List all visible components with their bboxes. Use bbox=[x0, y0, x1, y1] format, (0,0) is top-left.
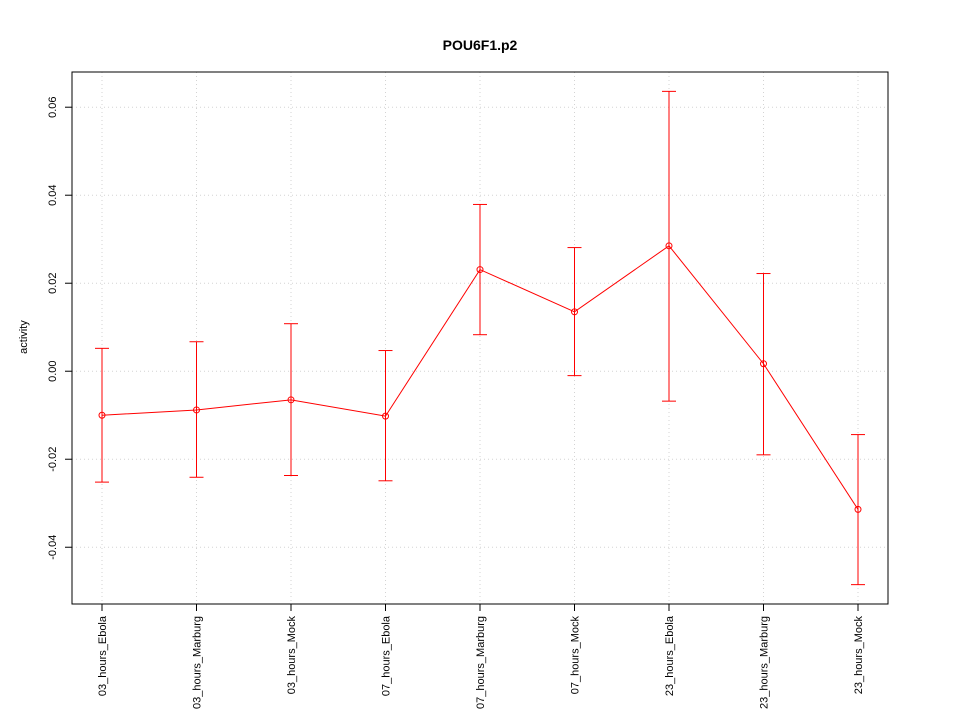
axis-ticks: 03_hours_Ebola 03_hours_Marburg 03_hours_M… bbox=[47, 96, 865, 708]
x-tick-label: 07_hours_Ebola bbox=[381, 615, 393, 696]
y-tick-label: 0.02 bbox=[47, 273, 59, 294]
plot-frame bbox=[71, 71, 889, 605]
data-point bbox=[476, 266, 484, 274]
x-tick-label: 03_hours_Ebola bbox=[97, 615, 109, 696]
x-tick-label: 23_hours_Mock bbox=[853, 616, 865, 695]
y-tick-label: 0.00 bbox=[47, 361, 59, 382]
data-point bbox=[760, 360, 767, 368]
data-point bbox=[665, 242, 673, 250]
x-tick-label: 23_hours_Ebola bbox=[664, 615, 676, 696]
x-tick-label: 03_hours_Marburg bbox=[192, 616, 204, 709]
y-tick-label: -0.04 bbox=[47, 535, 59, 560]
x-tick-label: 23_hours_Marburg bbox=[759, 616, 771, 709]
data-point bbox=[287, 396, 295, 404]
x-tick-label: 03_hours_Mock bbox=[286, 616, 298, 695]
data-point bbox=[98, 411, 106, 419]
chart-title: POU6F1.p2 bbox=[443, 37, 518, 53]
data-point bbox=[854, 505, 862, 513]
data-point bbox=[382, 412, 389, 420]
y-axis-label: activity bbox=[18, 320, 30, 354]
y-tick-label: 0.06 bbox=[47, 96, 59, 117]
data-point bbox=[571, 308, 578, 316]
x-tick-label: 07_hours_Marburg bbox=[475, 616, 487, 709]
x-tick-label: 07_hours_Mock bbox=[570, 616, 582, 695]
y-tick-label: -0.02 bbox=[47, 447, 59, 472]
series bbox=[95, 90, 865, 586]
data-point bbox=[193, 406, 200, 414]
y-tick-label: 0.04 bbox=[47, 184, 59, 205]
grid bbox=[72, 72, 888, 604]
